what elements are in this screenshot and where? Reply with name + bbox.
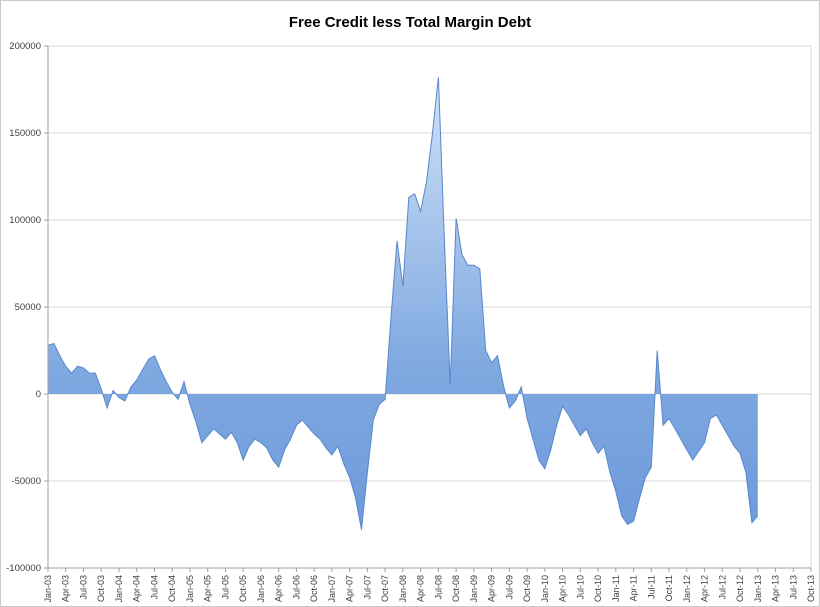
x-tick-label: Jul-03 [78,575,88,600]
x-tick-label: Apr-06 [274,575,284,602]
x-tick-label: Jan-05 [185,575,195,603]
x-tick-label: Jan-13 [753,575,763,603]
y-tick-label: 200000 [9,41,41,52]
x-tick-label: Jul-13 [788,575,798,600]
x-tick-label: Jan-06 [256,575,266,603]
y-tick-label: -50000 [11,476,41,487]
x-tick-label: Apr-05 [203,575,213,602]
x-tick-label: Jan-12 [682,575,692,603]
series-line [47,77,759,530]
x-tick-label: Oct-08 [451,575,461,602]
axes [44,45,812,572]
x-tick-label: Apr-03 [61,575,71,602]
x-tick-label: Jul-05 [220,575,230,600]
x-tick-label: Jan-04 [114,575,124,603]
x-tick-label: Apr-11 [629,575,639,601]
x-tick-label: Apr-10 [558,575,568,602]
x-tick-label: Oct-05 [238,575,248,602]
x-tick-label: Oct-07 [380,575,390,602]
x-tick-label: Oct-04 [167,575,177,602]
x-tick-label: Jan-11 [611,575,621,602]
x-tick-label: Jan-08 [398,575,408,603]
x-tick-label: Apr-07 [345,575,355,602]
x-tick-label: Apr-08 [416,575,426,602]
x-tick-label: Apr-12 [700,575,710,602]
y-tick-label: 150000 [9,128,41,139]
x-tick-labels: Jan-03 Apr-03 Jul-03 Oct-03 Jan-04 Apr-04 Jul-… [43,575,816,603]
x-tick-label: Jan-10 [540,575,550,603]
y-tick-label: 100000 [9,215,41,226]
y-tick-label: -100000 [6,563,41,574]
x-tick-label: Oct-10 [593,575,603,602]
x-tick-label: Jul-11 [646,575,656,599]
y-tick-label: 0 [36,389,41,400]
x-tick-label: Apr-13 [771,575,781,602]
x-tick-label: Oct-12 [735,575,745,602]
x-tick-label: Jul-07 [362,575,372,600]
x-tick-label: Oct-03 [96,575,106,602]
x-tick-label: Jul-08 [433,575,443,600]
y-tick-labels: 200000 150000 100000 50000 0 -50000 -100000 [6,41,41,574]
x-tick-label: Apr-09 [487,575,497,602]
x-tick-label: Jul-09 [504,575,514,600]
x-tick-label: Jul-10 [575,575,585,600]
chart-title: Free Credit less Total Margin Debt [288,14,532,31]
x-tick-label: Oct-13 [806,575,816,602]
x-tick-label: Oct-11 [664,575,674,601]
y-tick-label: 50000 [15,302,41,313]
x-tick-label: Jul-06 [291,575,301,600]
x-tick-label: Jan-07 [327,575,337,603]
x-tick-label: Oct-06 [309,575,319,602]
x-tick-label: Apr-04 [132,575,142,602]
area-series [48,77,758,530]
x-tick-label: Jul-12 [717,575,727,600]
x-tick-label: Jan-09 [469,575,479,603]
x-tick-label: Jan-03 [43,575,53,603]
x-tick-label: Jul-04 [149,575,159,600]
x-tick-label: Oct-09 [522,575,532,602]
